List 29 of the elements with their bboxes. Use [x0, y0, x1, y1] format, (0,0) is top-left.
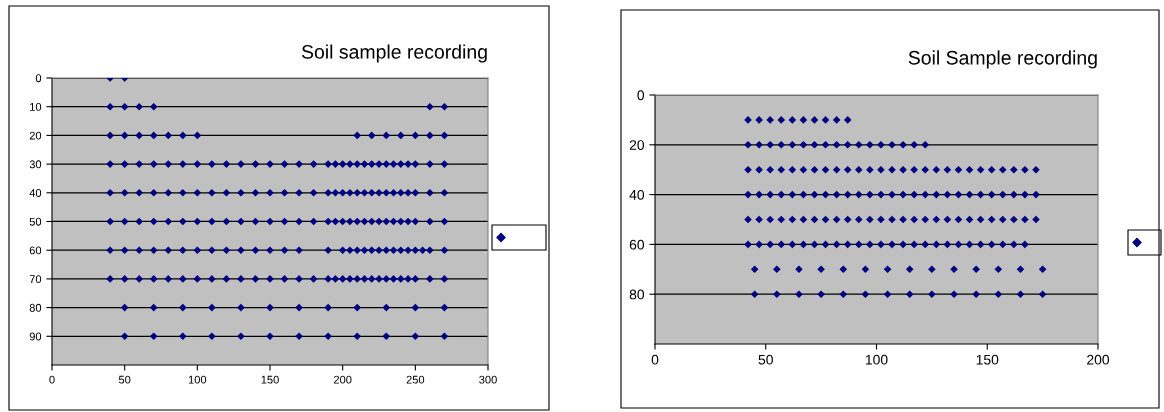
x-tick-label: 150	[976, 354, 999, 365]
y-tick-label: 80	[29, 303, 42, 312]
y-tick-label: 30	[29, 160, 42, 169]
y-tick-label: 70	[29, 275, 42, 284]
y-tick-label: 40	[29, 189, 42, 197]
x-tick-label: 50	[118, 375, 131, 384]
y-tick-label: 20	[29, 131, 42, 140]
x-tick-label: 200	[1087, 354, 1110, 365]
x-tick-label: 50	[758, 354, 773, 365]
y-tick-label: 0	[35, 74, 42, 83]
x-tick-label: 100	[865, 354, 888, 365]
y-tick-label: 80	[629, 289, 645, 300]
x-tick-label: 150	[261, 375, 279, 384]
x-tick-label: 0	[49, 375, 55, 384]
y-tick-label: 40	[629, 189, 645, 200]
x-tick-label: 300	[479, 375, 497, 384]
y-tick-label: 60	[629, 239, 645, 250]
chart-title: Soil Sample recording	[908, 50, 1097, 69]
y-tick-label: 20	[629, 140, 645, 150]
x-tick-label: 250	[406, 375, 425, 384]
y-tick-label: 10	[30, 102, 42, 111]
chart-title: Soil sample recording	[301, 44, 487, 63]
y-tick-label: 90	[29, 332, 42, 341]
y-tick-label: 60	[29, 246, 42, 255]
y-tick-label: 0	[637, 90, 645, 101]
y-tick-label: 50	[29, 217, 42, 226]
x-tick-label: 0	[651, 354, 659, 365]
x-tick-label: 100	[188, 375, 207, 384]
x-tick-label: 200	[333, 375, 352, 384]
